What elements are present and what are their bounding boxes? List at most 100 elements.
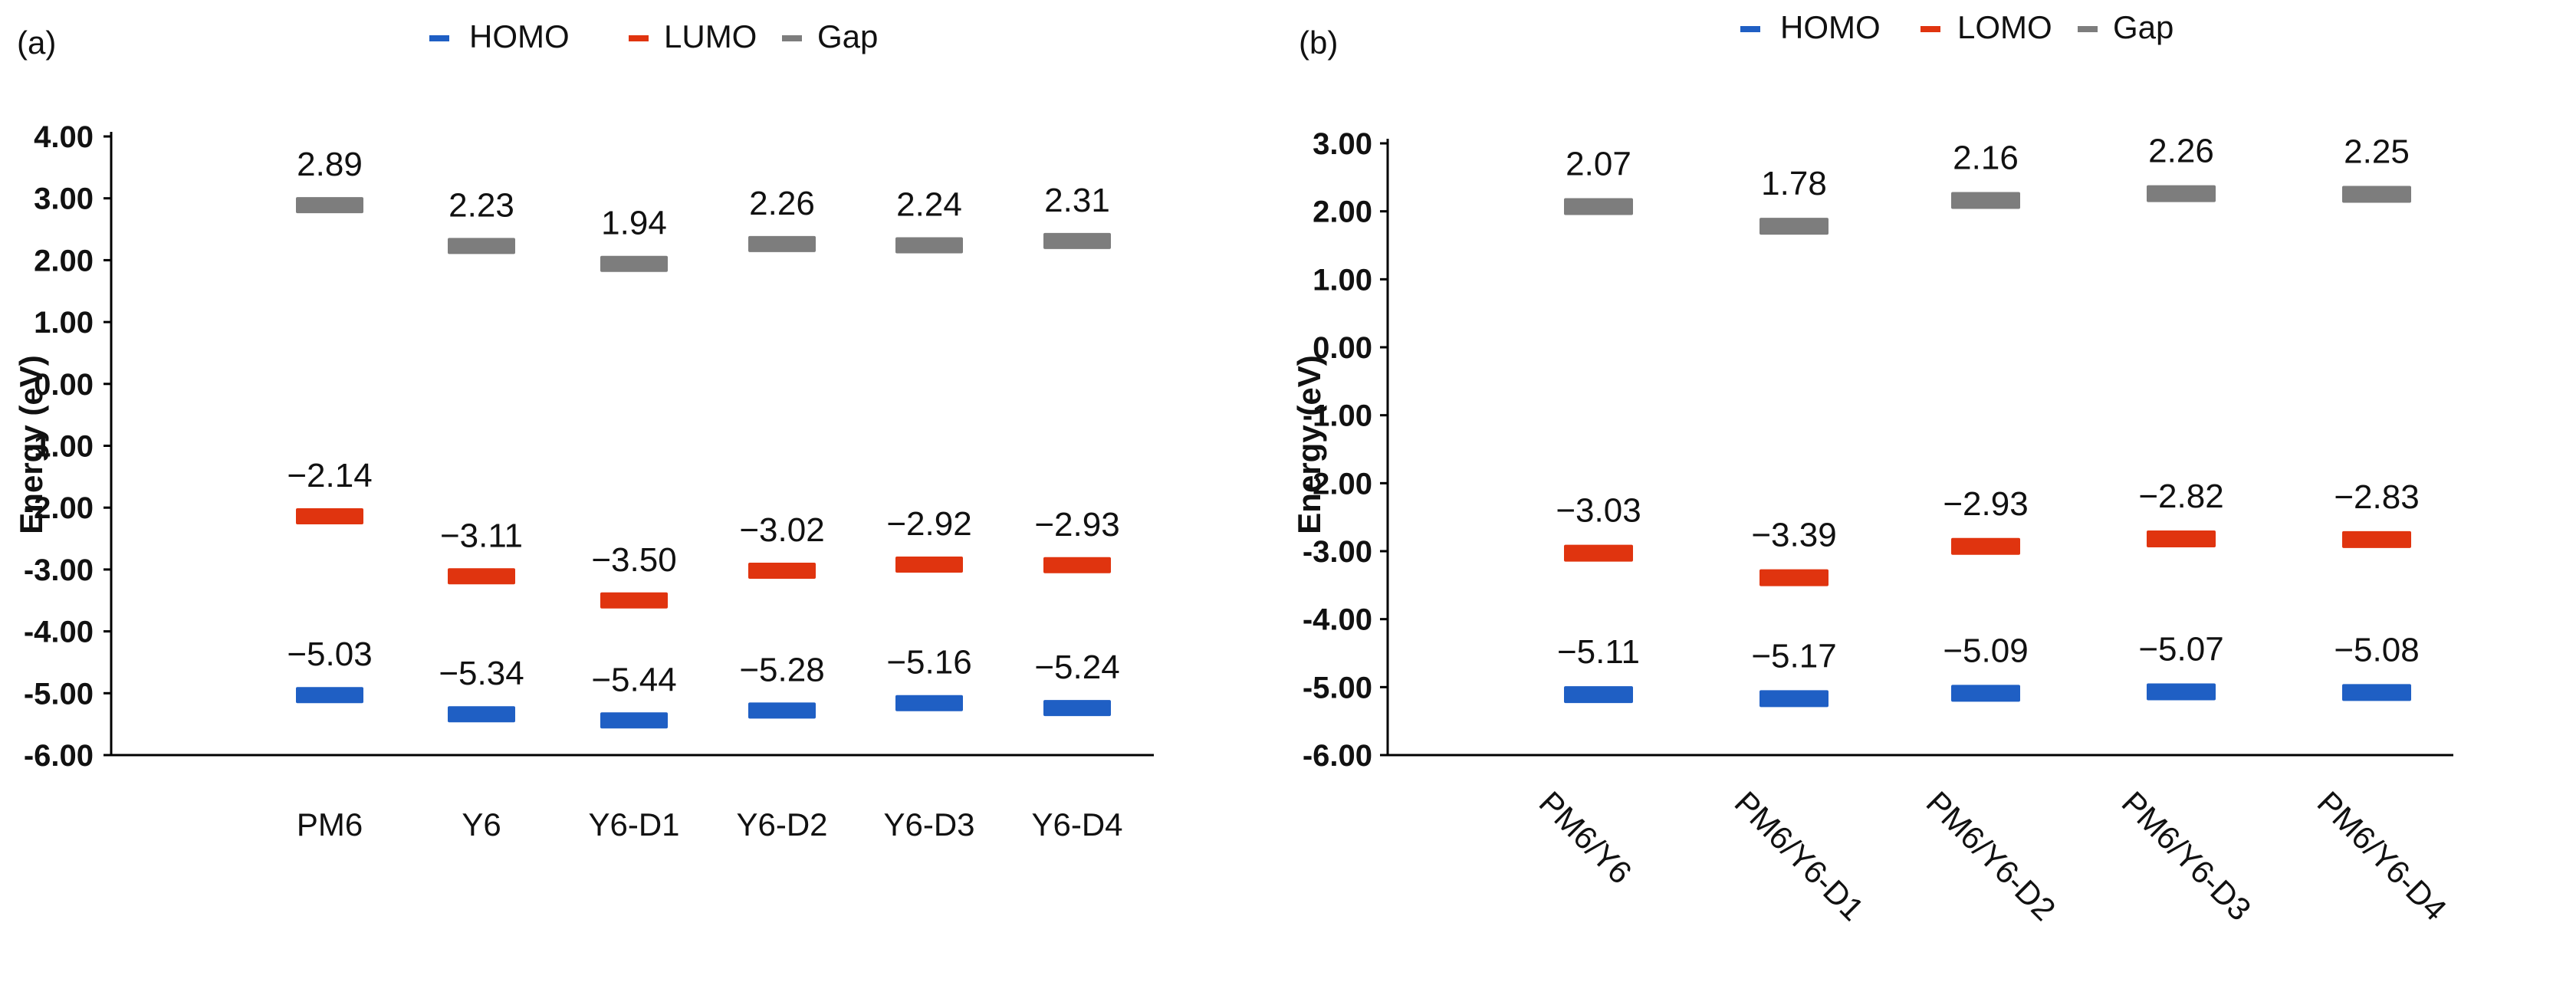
y-tick-label: 3.00: [1313, 127, 1372, 161]
y-tick-label: -5.00: [1303, 671, 1372, 704]
data-label-lomo: −2.93: [1943, 485, 2028, 523]
level-bar-gap: [1043, 232, 1111, 249]
data-label-gap: 2.16: [1953, 139, 2019, 176]
level-bar-gap: [600, 255, 668, 272]
legend-marker-gap: [2078, 26, 2098, 32]
y-tick-label: -4.00: [24, 616, 94, 649]
data-label-homo: −5.11: [1557, 633, 1640, 671]
data-label-homo: −5.08: [2334, 631, 2419, 668]
y-tick-label: 3.00: [34, 182, 94, 216]
panel-a: (a) HOMO LUMO Gap 4.00 3.00 2.00 1.00 0.00 -1.00 -…: [13, 18, 1154, 842]
legend-label-gap: Gap: [817, 18, 878, 54]
y-tick-label: -5.00: [24, 677, 94, 711]
data-label-gap: 1.78: [1761, 165, 1827, 202]
data-label-lomo: −3.39: [1751, 517, 1836, 554]
x-category-label: PM6/Y6: [1533, 784, 1639, 891]
level-bar-homo: [895, 695, 963, 711]
legend-marker-homo: [1740, 26, 1760, 32]
data-label-gap: 2.07: [1566, 145, 1631, 182]
level-bar-lumo: [895, 556, 963, 573]
y-tick-label: -1.00: [1303, 399, 1372, 433]
legend-label-homo: HOMO: [469, 18, 570, 54]
x-category-label: Y6: [462, 806, 501, 842]
level-bar-gap: [895, 237, 963, 254]
data-label-gap: 2.23: [449, 186, 514, 224]
data-label-gap: 1.94: [601, 205, 667, 242]
y-tick-label: 0.00: [34, 368, 94, 402]
data-label-lumo: −2.14: [287, 457, 372, 494]
level-bar-homo: [296, 687, 363, 704]
level-bar-homo: [1760, 690, 1829, 708]
level-bar-lumo: [296, 507, 363, 524]
y-axis-title: Energy (eV): [13, 355, 49, 534]
data-label-gap: 2.24: [896, 186, 962, 224]
level-bar-homo: [1564, 686, 1633, 704]
data-label-lomo: −3.03: [1556, 492, 1641, 530]
x-category-label: Y6-D1: [588, 806, 679, 842]
data-label-homo: −5.24: [1034, 649, 1119, 686]
data-label-gap: 2.26: [749, 185, 815, 222]
data-label-gap: 2.25: [2344, 133, 2410, 171]
x-category-label: Y6-D2: [736, 806, 827, 842]
data-label-lomo: −2.82: [2138, 478, 2223, 515]
data-label-homo: −5.03: [287, 636, 372, 673]
x-category-label: PM6: [297, 806, 363, 842]
level-bar-homo: [448, 706, 515, 723]
legend-marker-lomo: [1921, 26, 1940, 32]
y-tick-label: -1.00: [24, 430, 94, 464]
y-tick-label: -6.00: [24, 739, 94, 773]
y-axis-title: Energy (eV): [1291, 355, 1327, 534]
data-label-homo: −5.44: [591, 661, 676, 698]
y-tick-label: 0.00: [1313, 331, 1372, 365]
y-tick-label: -3.00: [24, 553, 94, 587]
legend-label-homo: HOMO: [1780, 9, 1881, 45]
data-label-homo: −5.17: [1751, 637, 1836, 675]
data-label-lumo: −3.11: [440, 517, 523, 554]
x-category-label: PM6/Y6-D2: [1920, 784, 2063, 928]
x-category-label: Y6-D3: [883, 806, 974, 842]
level-bar-gap: [2147, 185, 2216, 202]
y-tick-label: -2.00: [1303, 467, 1372, 501]
data-label-gap: 2.26: [2148, 133, 2214, 170]
level-bar-lomo: [1760, 569, 1829, 586]
x-category-label: PM6/Y6-D3: [2115, 784, 2259, 928]
y-tick-label: 2.00: [34, 244, 94, 278]
level-bar-lumo: [1043, 557, 1111, 573]
panel-label: (a): [17, 25, 56, 61]
x-category-label: PM6/Y6-D1: [1728, 784, 1871, 928]
legend-label-lumo: LUMO: [664, 18, 757, 54]
level-bar-homo: [748, 702, 816, 719]
level-bar-lumo: [448, 568, 515, 585]
level-bar-gap: [296, 197, 363, 214]
y-tick-label: 2.00: [1313, 195, 1372, 229]
panel-b: (b) HOMO LOMO Gap 3.00 2.00 1.00 0.00 -1.00 -2.00…: [1291, 9, 2453, 928]
x-category-label: Y6-D4: [1031, 806, 1122, 842]
x-category-label: PM6/Y6-D4: [2311, 784, 2454, 928]
level-bar-gap: [1564, 198, 1633, 215]
data-label-homo: −5.34: [439, 655, 524, 692]
level-bar-homo: [2147, 683, 2216, 701]
level-bar-gap: [2342, 186, 2411, 203]
level-bar-gap: [448, 238, 515, 255]
legend-label-lomo: LOMO: [1957, 9, 2052, 45]
level-bar-lumo: [600, 592, 668, 609]
level-bar-homo: [600, 712, 668, 729]
level-bar-gap: [1951, 192, 2020, 209]
legend-marker-lumo: [629, 35, 649, 41]
y-tick-label: -3.00: [1303, 535, 1372, 569]
data-label-homo: −5.07: [2138, 631, 2223, 668]
data-label-lomo: −2.83: [2334, 478, 2419, 516]
data-label-homo: −5.28: [739, 651, 824, 688]
legend-label-gap: Gap: [2113, 9, 2174, 45]
level-bar-homo: [1043, 700, 1111, 717]
level-bar-lomo: [1564, 544, 1633, 562]
y-tick-label: 1.00: [34, 306, 94, 340]
legend-marker-homo: [429, 35, 449, 41]
legend-marker-gap: [782, 35, 802, 41]
y-tick-label: -4.00: [1303, 603, 1372, 637]
data-label-lumo: −3.02: [739, 511, 824, 549]
data-label-gap: 2.89: [297, 146, 363, 183]
y-tick-label: -6.00: [1303, 739, 1372, 773]
level-bar-lomo: [1951, 537, 2020, 555]
